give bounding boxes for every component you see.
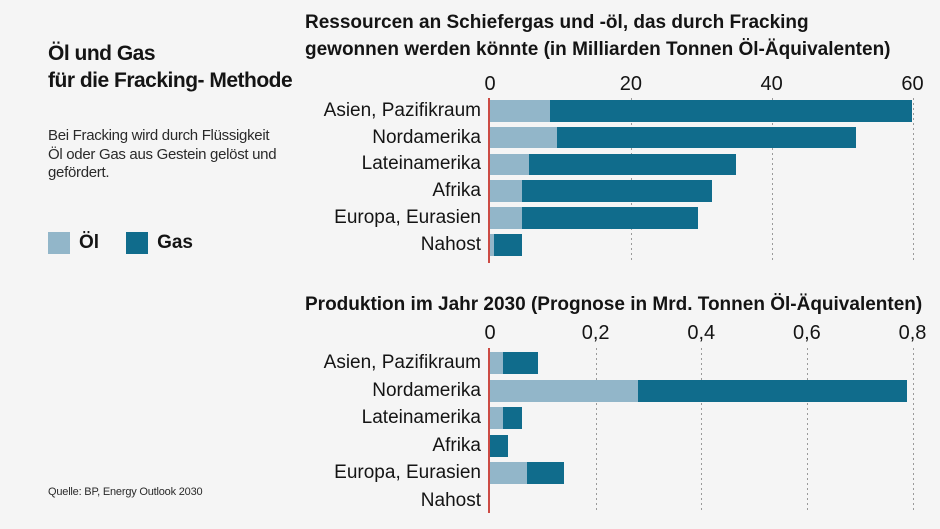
bar-gas-segment — [503, 352, 538, 374]
axis-tick-label: 0,8 — [898, 322, 927, 344]
chart-row-bar — [490, 234, 522, 256]
gridline — [912, 98, 914, 263]
bar-gas-segment — [528, 153, 737, 176]
bar-gas-segment — [490, 434, 509, 457]
axis-zero-line — [488, 348, 490, 513]
chart-row-bar — [490, 379, 908, 402]
intro-text: Bei Fracking wird durch Flüssigkeit Öl o… — [48, 127, 277, 181]
gridline — [595, 348, 597, 513]
axis-tick-label: 0 — [484, 322, 496, 344]
chart-row-bar — [490, 180, 712, 202]
category-label: Europa, Eurasien — [334, 206, 481, 228]
chart-row-bar — [490, 126, 857, 149]
bar-gas-segment — [526, 462, 564, 484]
bar-oil-segment — [490, 100, 550, 122]
source-credit: Quelle: BP, Energy Outlook 2030 — [48, 486, 203, 498]
chart-resources-title-keyword: Ressourcen — [305, 12, 414, 33]
category-label: Nordamerika — [372, 126, 481, 148]
chart-row-bar — [490, 207, 698, 229]
axis-zero-line — [488, 98, 490, 263]
category-label: Asien, Pazifikraum — [323, 99, 481, 121]
chart-row-bar — [490, 462, 564, 484]
bar-gas-segment — [637, 379, 908, 402]
category-label: Afrika — [432, 180, 481, 202]
category-label: Asien, Pazifikraum — [323, 352, 481, 373]
bar-gas-segment — [521, 207, 698, 229]
bar-oil-segment — [490, 234, 494, 256]
category-label: Nahost — [420, 489, 481, 511]
gridline — [701, 348, 703, 513]
bar-gas-segment — [556, 126, 857, 149]
bar-gas-segment — [493, 234, 522, 256]
legend-oil-label: Öl — [79, 232, 100, 253]
axis-tick-label: 20 — [619, 73, 642, 95]
bar-oil-segment — [490, 207, 522, 229]
bar-gas-segment — [549, 100, 913, 122]
axis-tick-label: 0 — [484, 73, 496, 95]
chart-production-title: Produktion im Jahr 2030 (Prognose in Mrd… — [305, 291, 930, 318]
legend-gas-swatch — [126, 232, 149, 254]
gridline — [806, 348, 808, 513]
axis-tick-label: 40 — [760, 73, 783, 95]
legend-gas-label: Gas — [157, 232, 193, 253]
bar-oil-segment — [490, 180, 522, 202]
chart-row-bar — [490, 153, 737, 176]
category-label: Lateinamerika — [361, 407, 481, 428]
chart-production-title-keyword: Produktion — [305, 294, 406, 315]
bar-oil-segment — [490, 379, 638, 402]
bar-oil-segment — [490, 352, 504, 374]
gridline — [912, 348, 914, 513]
axis-tick-label: 60 — [901, 73, 924, 95]
chart-resources-title-rest: an Schiefergas und -öl, das durch Fracki… — [305, 12, 891, 60]
category-label: Afrika — [432, 434, 481, 456]
chart-row-bar — [490, 352, 538, 374]
chart-row-bar — [490, 434, 509, 457]
category-label: Nahost — [420, 233, 481, 255]
category-label: Europa, Eurasien — [334, 462, 481, 483]
axis-tick-label: 0,2 — [581, 322, 610, 344]
chart-row-bar — [490, 100, 913, 122]
axis-tick-label: 0,6 — [792, 322, 821, 344]
axis-tick-label: 0,4 — [687, 322, 716, 344]
category-label: Lateinamerika — [361, 153, 481, 175]
bar-oil-segment — [490, 126, 557, 149]
chart-production-title-rest: im Jahr 2030 (Prognose in Mrd. Tonnen Öl… — [405, 294, 923, 315]
bar-gas-segment — [521, 180, 712, 202]
bar-gas-segment — [503, 407, 522, 429]
chart-resources-title: Ressourcen an Schiefergas und -öl, das d… — [305, 9, 930, 63]
page-title: Öl und Gas für die Fracking- Methode — [48, 42, 293, 92]
gridline — [771, 98, 773, 263]
legend: Öl Gas — [48, 232, 220, 254]
chart-row-bar — [490, 407, 522, 429]
bar-oil-segment — [490, 153, 529, 176]
bar-oil-segment — [490, 462, 527, 484]
legend-oil-swatch — [48, 232, 70, 254]
bar-oil-segment — [490, 407, 504, 429]
category-label: Nordamerika — [372, 379, 481, 401]
